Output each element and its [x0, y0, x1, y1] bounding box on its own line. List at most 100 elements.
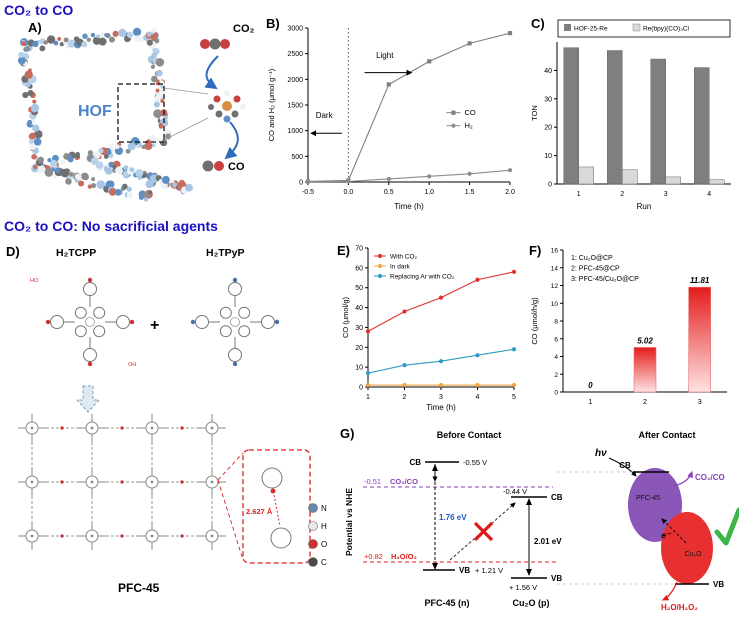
- panel-g-label: G): [340, 426, 355, 441]
- chart-e-co-production: 0 10 20 30 40 50 60 70 1 2 3 4 5 CO (μmol/g) Time (h) W…: [341, 246, 517, 412]
- legend-dot-n: [308, 503, 318, 513]
- co2-in-arrow: [204, 55, 219, 90]
- svg-text:40: 40: [355, 305, 363, 312]
- panel-a-hof-structure: HOF CO₂ CO: [17, 23, 255, 202]
- svg-text:0: 0: [359, 385, 363, 392]
- svg-text:3: 3: [439, 394, 443, 401]
- svg-text:Time (h): Time (h): [426, 403, 456, 412]
- g-pfc45-material-label: PFC-45 (n): [425, 598, 470, 608]
- g-before-contact-label: Before Contact: [437, 430, 502, 440]
- hof-cage-molecules: [17, 27, 193, 202]
- g-hv-arrow: [608, 457, 637, 477]
- svg-text:0: 0: [554, 390, 558, 397]
- svg-text:2.0: 2.0: [505, 189, 515, 196]
- g-after-pfc45-label: PFC-45: [636, 495, 660, 502]
- heading-co2-to-co: CO₂ to CO: [4, 2, 74, 18]
- co-label: CO: [228, 161, 245, 173]
- g-after-cb-label: CB: [619, 461, 631, 470]
- g-pfc45-vb-label: VB: [459, 566, 470, 575]
- g-after-co2co-label: CO₂/CO: [695, 473, 725, 482]
- panel-f-label: F): [529, 243, 542, 258]
- g-electron-label: e⁻: [661, 530, 672, 540]
- co-carbon-atom: [202, 160, 214, 172]
- g-cu2o-material-label: Cu₂O (p): [513, 598, 550, 608]
- g-pfc45-cb-value: -0.55 V: [463, 458, 487, 467]
- hbond-distance: 2.627 Å: [246, 507, 273, 516]
- g-gap2-arrowhead-bottom: [526, 569, 532, 576]
- legend-label-n: N: [321, 504, 327, 513]
- panel-d-pfc45-scheme: H₂TCPP H₂TPyP + HO OH 2.627 Å N H O C PF…: [18, 247, 327, 595]
- svg-text:1: 1: [577, 191, 581, 198]
- legend-dot-c: [308, 557, 318, 567]
- g-after-cu2o-label: Cu₂O: [684, 551, 702, 558]
- panel-g-band-diagram: Potential vs NHE Before Contact After Co…: [344, 430, 739, 612]
- svg-text:40: 40: [544, 68, 552, 75]
- svg-text:1: 1: [366, 394, 370, 401]
- co2-carbon-atom: [209, 38, 221, 50]
- svg-text:4: 4: [554, 354, 558, 361]
- co-out-arrow: [224, 121, 239, 160]
- svg-text:8: 8: [554, 319, 558, 326]
- legend-label-h: H: [321, 522, 327, 531]
- g-co2co-potential: -0.51: [364, 477, 381, 486]
- g-after-vb-label: VB: [713, 580, 724, 589]
- svg-text:5: 5: [512, 394, 516, 401]
- co2-oxygen-atom: [200, 39, 210, 49]
- svg-text:20: 20: [355, 345, 363, 352]
- svg-text:50: 50: [355, 285, 363, 292]
- g-h2oo2-potential: +0.82: [364, 552, 383, 561]
- g-gap2-arrowhead-top: [526, 498, 532, 505]
- svg-text:CO (μmol/g): CO (μmol/g): [341, 297, 350, 338]
- legend-label-o: O: [321, 540, 327, 549]
- svg-text:TON: TON: [530, 105, 539, 121]
- g-hv-label: hν: [595, 448, 607, 459]
- g-after-contact-label: After Contact: [638, 430, 695, 440]
- svg-text:0: 0: [548, 182, 552, 189]
- g-gap1-arrowhead-bottom: [432, 563, 438, 570]
- svg-text:1: 1: [588, 397, 592, 406]
- svg-text:Replacing Ar with CO₂: Replacing Ar with CO₂: [390, 274, 455, 281]
- g-green-checkmark-icon: [714, 507, 739, 546]
- svg-text:4: 4: [707, 191, 711, 198]
- svg-text:CO: CO: [464, 108, 475, 117]
- svg-text:16: 16: [551, 248, 559, 255]
- zoom-line-top: [163, 87, 209, 95]
- svg-text:1000: 1000: [287, 128, 303, 135]
- svg-text:2: PFC-45@CP: 2: PFC-45@CP: [571, 266, 620, 273]
- panel-c-label: C): [531, 16, 545, 31]
- panel-e-label: E): [337, 243, 350, 258]
- svg-text:2: 2: [643, 397, 647, 406]
- g-blocked-transfer-arrow: [449, 502, 516, 561]
- svg-text:12: 12: [551, 283, 559, 290]
- svg-text:-0.5: -0.5: [302, 189, 314, 196]
- svg-text:3: PFC-45/Cu₂O@CP: 3: PFC-45/Cu₂O@CP: [571, 276, 639, 283]
- zoom-connector-bottom: [217, 479, 244, 561]
- g-axis-label: Potential vs NHE: [344, 488, 354, 556]
- svg-text:11.81: 11.81: [690, 276, 710, 285]
- cooh-label-1: HO: [30, 278, 39, 284]
- svg-text:H₂: H₂: [464, 121, 472, 130]
- legend-label-c: C: [321, 558, 327, 567]
- co2-label: CO₂: [233, 23, 255, 35]
- svg-text:60: 60: [355, 265, 363, 272]
- g-cu2o-vb-label: VB: [551, 574, 562, 583]
- svg-text:Run: Run: [637, 202, 652, 211]
- svg-text:With CO₂: With CO₂: [390, 254, 418, 261]
- g-pfc45-gap-value: 1.76 eV: [439, 513, 467, 522]
- hof-zoom-box: [117, 83, 165, 143]
- svg-text:2000: 2000: [287, 77, 303, 84]
- svg-text:In dark: In dark: [390, 264, 411, 271]
- atom-color-legend: N H O C: [308, 503, 327, 567]
- zoom-line-bottom: [163, 117, 209, 141]
- h2tcpp-label: H₂TCPP: [56, 247, 96, 259]
- g-gap1-arrowhead-top: [432, 464, 438, 471]
- svg-text:0: 0: [588, 381, 593, 390]
- pfc45-name: PFC-45: [118, 581, 160, 595]
- svg-text:0.0: 0.0: [344, 189, 354, 196]
- co-oxygen-atom: [214, 161, 224, 171]
- g-cu2o-cb-value: -0.44 V: [503, 487, 527, 496]
- g-cu2o-ellipse: [661, 512, 713, 584]
- svg-text:0.5: 0.5: [384, 189, 394, 196]
